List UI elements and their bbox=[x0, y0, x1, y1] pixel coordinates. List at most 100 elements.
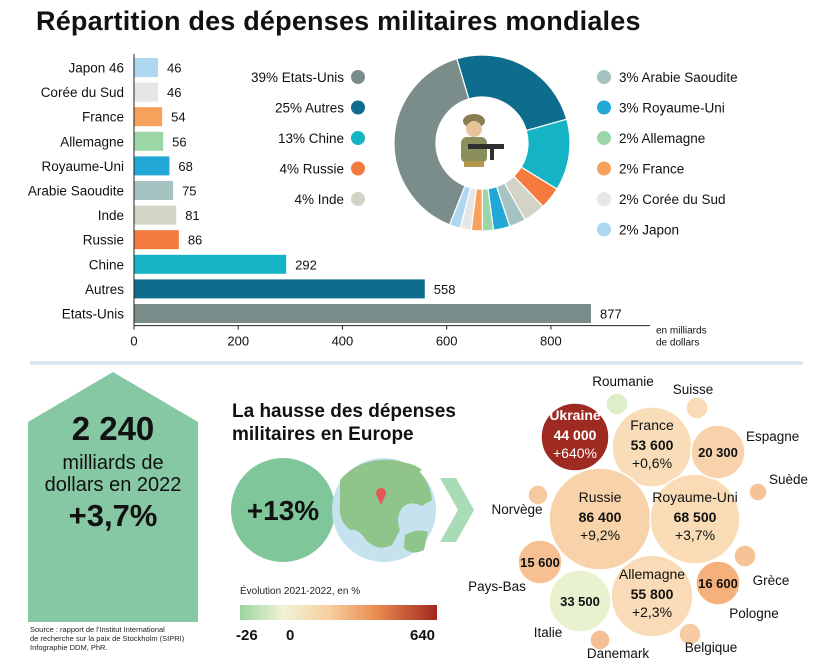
bubble-change-label: +2,3% bbox=[632, 604, 672, 620]
legend-swatch bbox=[597, 131, 611, 145]
location-pin-icon bbox=[376, 488, 386, 505]
growth-circle bbox=[231, 458, 335, 562]
globe-icon bbox=[332, 458, 436, 562]
legend-label: 2% France bbox=[619, 162, 684, 177]
color-scale-min: -26 bbox=[236, 627, 258, 644]
bar-value-label: 86 bbox=[188, 233, 202, 248]
section-divider bbox=[30, 361, 803, 365]
bar-category-label: Arabie Saoudite bbox=[28, 184, 124, 199]
bar-russie bbox=[134, 230, 179, 250]
page-title: Répartition des dépenses militaires mond… bbox=[36, 6, 641, 36]
bar-arabie-saoudite bbox=[134, 181, 174, 200]
bar-value-label: 75 bbox=[182, 184, 196, 199]
legend-label: 2% Japon bbox=[619, 223, 679, 238]
bubble-country-label: Pays-Bas bbox=[468, 579, 526, 594]
bubble-suede: Suède bbox=[748, 472, 808, 502]
bubble-circle bbox=[517, 539, 563, 585]
bubble-circle bbox=[748, 482, 768, 502]
color-scale-max: 640 bbox=[410, 627, 436, 644]
bubble-country-label: Espagne bbox=[746, 429, 799, 444]
bar-value-label: 56 bbox=[172, 134, 186, 149]
legend-label: 25% Autres bbox=[275, 101, 344, 116]
bubble-change-label: +0,6% bbox=[632, 455, 672, 471]
bar-allemagne bbox=[134, 131, 164, 151]
bubble-value-label: 44 000 bbox=[554, 427, 597, 443]
legend-label: 13% Chine bbox=[278, 131, 344, 146]
bar-value-label: 558 bbox=[434, 282, 456, 297]
bubble-pologne: Pologne 16 600 bbox=[695, 560, 779, 621]
bubble-france: France 53 600 +0,6% bbox=[611, 406, 693, 488]
bar-category-label: Russie bbox=[83, 233, 124, 248]
x-tick-label: 800 bbox=[540, 334, 562, 349]
legend-swatch bbox=[597, 192, 611, 206]
europe-title-line2: militaires en Europe bbox=[232, 424, 414, 445]
legend-label: 3% Arabie Saoudite bbox=[619, 70, 738, 85]
bubble-country-label: Grèce bbox=[753, 573, 790, 588]
bubble-ukraine: Ukraine 44 000 +640% bbox=[540, 402, 610, 472]
x-tick-label: 600 bbox=[436, 334, 458, 349]
bubble-value-label: 68 500 bbox=[674, 509, 717, 525]
bubble-value-label: 53 600 bbox=[631, 437, 674, 453]
bubble-country-label: Danemark bbox=[587, 646, 650, 661]
bubble-country-label: Pologne bbox=[729, 606, 779, 621]
bar-category-label: Japon 46 bbox=[68, 61, 124, 76]
bar-category-label: Inde bbox=[98, 208, 124, 223]
bubble-value-label: 16 600 bbox=[698, 576, 738, 591]
legend-swatch bbox=[351, 192, 365, 206]
bubble-country-label: Norvège bbox=[491, 502, 542, 517]
x-tick-label: 0 bbox=[130, 334, 137, 349]
bar-value-label: 292 bbox=[295, 257, 317, 272]
donut-chart: 39% Etats-Unis 25% Autres 13% Chine 4% Russ… bbox=[251, 54, 738, 238]
legend-swatch bbox=[351, 70, 365, 84]
bubble-circle bbox=[733, 544, 757, 568]
bubble-norvege: Norvège bbox=[491, 484, 549, 517]
legend-label: 39% Etats-Unis bbox=[251, 70, 344, 85]
bubble-circle bbox=[589, 629, 611, 651]
bubble-value-label: 33 500 bbox=[560, 594, 600, 609]
bar-category-label: France bbox=[82, 110, 124, 125]
bar-category-label: Chine bbox=[89, 257, 124, 272]
bubble-change-label: +9,2% bbox=[580, 527, 620, 543]
europe-title-line1: La hausse des dépenses bbox=[232, 401, 456, 422]
legend-label: 4% Inde bbox=[294, 192, 344, 207]
europe-headline: +13% bbox=[247, 495, 319, 526]
bar-category-label: Royaume-Uni bbox=[41, 159, 124, 174]
legend-swatch bbox=[597, 161, 611, 176]
bubble-value-label: 86 400 bbox=[579, 509, 622, 525]
legend-swatch bbox=[351, 131, 365, 145]
bar-france bbox=[134, 107, 163, 127]
color-scale-zero: 0 bbox=[286, 627, 295, 644]
bubble-change-label: +3,7% bbox=[675, 527, 715, 543]
bubble-country-label: Italie bbox=[534, 625, 563, 640]
legend-label: 2% Corée du Sud bbox=[619, 192, 726, 207]
bubble-circle bbox=[690, 424, 746, 480]
source-line1: Source : rapport de l'Institut Internati… bbox=[30, 625, 165, 634]
bubble-circle bbox=[695, 560, 741, 606]
bar-value-label: 81 bbox=[185, 208, 199, 223]
bubble-country-label: Allemagne bbox=[619, 566, 685, 582]
bubble-change-label: +640% bbox=[553, 445, 597, 461]
x-axis-label: en milliards de dollars bbox=[656, 326, 707, 349]
total-amount: 2 240 bbox=[71, 410, 155, 447]
donut-slice-2-japon bbox=[448, 184, 472, 229]
bar-chine bbox=[134, 254, 287, 274]
bar-coree-du-sud bbox=[134, 82, 158, 102]
bar-chart: Japon 46 46 Corée du Sud 46 France 54 Allemagn… bbox=[28, 54, 707, 349]
bubble-circle bbox=[548, 569, 612, 633]
bubble-country-label: Suisse bbox=[673, 382, 714, 397]
bubble-espagne: Espagne 20 300 bbox=[690, 424, 799, 480]
legend-swatch bbox=[597, 70, 611, 84]
total-unit: milliards de dollars en 2022 bbox=[28, 452, 198, 496]
legend-swatch bbox=[597, 100, 611, 115]
europe-title: La hausse des dépenses militaires en Eur… bbox=[232, 400, 456, 446]
bar-value-label: 46 bbox=[167, 85, 181, 100]
bubble-allemagne: Allemagne 55 800 +2,3% bbox=[610, 554, 694, 638]
bar-etats-unis bbox=[134, 304, 592, 323]
donut-slice-25-autres bbox=[456, 54, 568, 132]
bar-royaume-uni bbox=[134, 156, 170, 176]
legend-swatch bbox=[351, 100, 365, 115]
donut-slice-39-etats-unis bbox=[393, 57, 470, 226]
bubble-country-label: Belgique bbox=[685, 640, 738, 655]
